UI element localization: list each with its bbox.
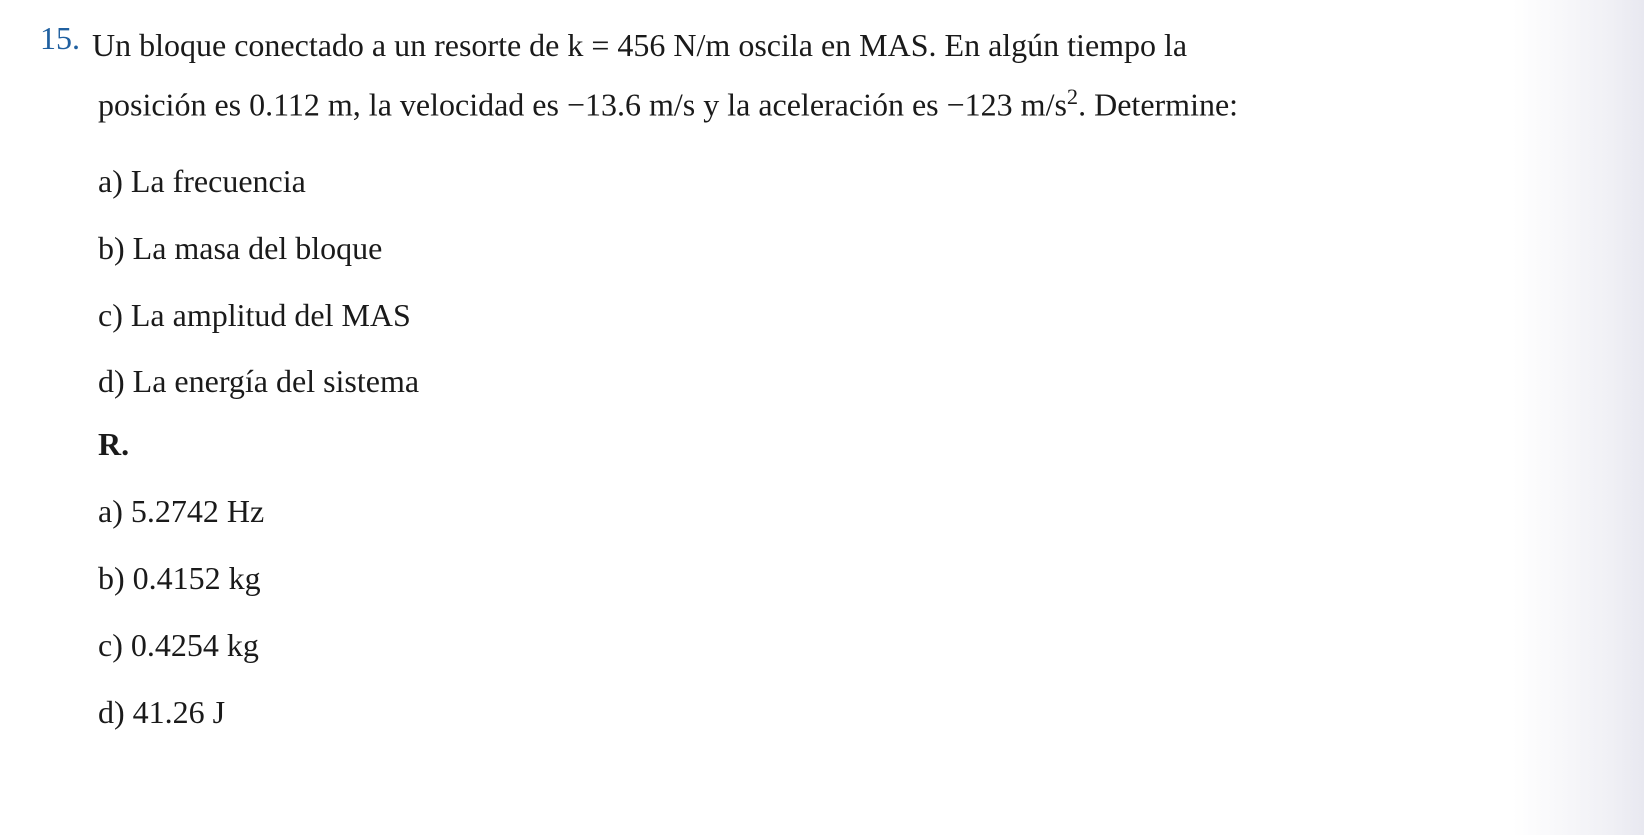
- problem-text-line2-suffix: . Determine:: [1078, 87, 1238, 123]
- problem-number: 15.: [40, 20, 80, 57]
- problem-text-line2: posición es 0.112 m, la velocidad es −13…: [98, 79, 1604, 131]
- question-text: La energía del sistema: [133, 363, 419, 399]
- superscript-2: 2: [1067, 84, 1078, 109]
- question-label: d): [98, 363, 125, 399]
- question-text: La masa del bloque: [133, 230, 383, 266]
- answer-item-d: d) 41.26 J: [98, 690, 1604, 735]
- answer-text: 41.26 J: [133, 694, 225, 730]
- answer-label: b): [98, 560, 125, 596]
- question-text: La frecuencia: [131, 163, 306, 199]
- problem-text-line2-prefix: posición es 0.112 m, la velocidad es −13…: [98, 87, 1067, 123]
- question-label: c): [98, 297, 123, 333]
- answer-label: a): [98, 493, 123, 529]
- answer-item-c: c) 0.4254 kg: [98, 623, 1604, 668]
- questions-list: a) La frecuencia b) La masa del bloque c…: [98, 159, 1604, 404]
- answer-item-b: b) 0.4152 kg: [98, 556, 1604, 601]
- answers-header: R.: [98, 426, 1604, 463]
- question-item-a: a) La frecuencia: [98, 159, 1604, 204]
- answer-label: c): [98, 627, 123, 663]
- answer-item-a: a) 5.2742 Hz: [98, 489, 1604, 534]
- question-text: La amplitud del MAS: [131, 297, 411, 333]
- question-label: a): [98, 163, 123, 199]
- question-item-d: d) La energía del sistema: [98, 359, 1604, 404]
- problem-text-line1: Un bloque conectado a un resorte de k = …: [92, 20, 1187, 71]
- answer-text: 0.4152 kg: [133, 560, 261, 596]
- problem-header: 15. Un bloque conectado a un resorte de …: [40, 20, 1604, 71]
- question-item-c: c) La amplitud del MAS: [98, 293, 1604, 338]
- question-label: b): [98, 230, 125, 266]
- question-item-b: b) La masa del bloque: [98, 226, 1604, 271]
- answer-text: 0.4254 kg: [131, 627, 259, 663]
- answer-label: d): [98, 694, 125, 730]
- answer-text: 5.2742 Hz: [131, 493, 264, 529]
